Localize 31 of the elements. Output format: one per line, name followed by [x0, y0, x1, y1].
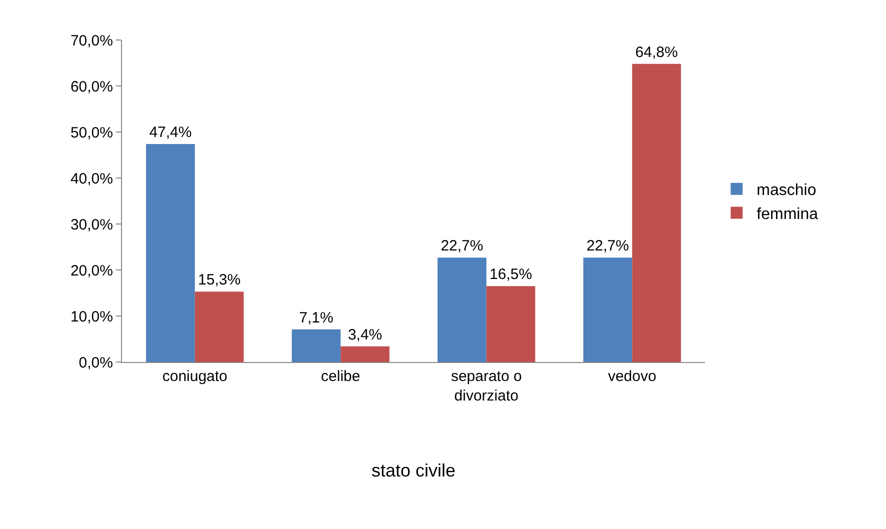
y-tick-label: 20,0% [70, 262, 113, 280]
y-tick-label: 0,0% [78, 354, 113, 372]
bar [486, 286, 536, 362]
x-tick-label: separato o divorziato [450, 368, 522, 404]
data-label: 64,8% [635, 44, 678, 61]
bar [632, 64, 681, 362]
bar [340, 346, 390, 362]
bar [146, 144, 195, 362]
bar [438, 258, 486, 362]
bar [194, 292, 244, 362]
data-label: 15,3% [198, 272, 241, 289]
data-label: 47,4% [149, 124, 192, 141]
x-axis-title: stato civile [371, 460, 456, 481]
data-label: 3,4% [348, 326, 382, 344]
x-tick-label: coniugato [162, 368, 228, 385]
data-label: 22,7% [440, 238, 484, 255]
y-tick-label: 60,0% [70, 78, 113, 96]
y-tick-label: 40,0% [70, 170, 113, 188]
x-tick-label: celibe [321, 368, 360, 385]
bar [292, 329, 341, 362]
legend-label: maschio [756, 182, 816, 200]
legend-label: femmina [756, 206, 818, 223]
y-tick-label: 10,0% [70, 308, 113, 326]
x-tick-label: vedovo [608, 368, 656, 385]
data-label: 16,5% [490, 266, 532, 284]
data-label: 7,1% [299, 309, 334, 326]
y-tick-label: 70,0% [70, 32, 113, 50]
bar [583, 258, 632, 362]
y-tick-label: 50,0% [70, 124, 113, 142]
y-tick-label: 30,0% [70, 216, 113, 234]
data-label: 22,7% [586, 238, 629, 255]
